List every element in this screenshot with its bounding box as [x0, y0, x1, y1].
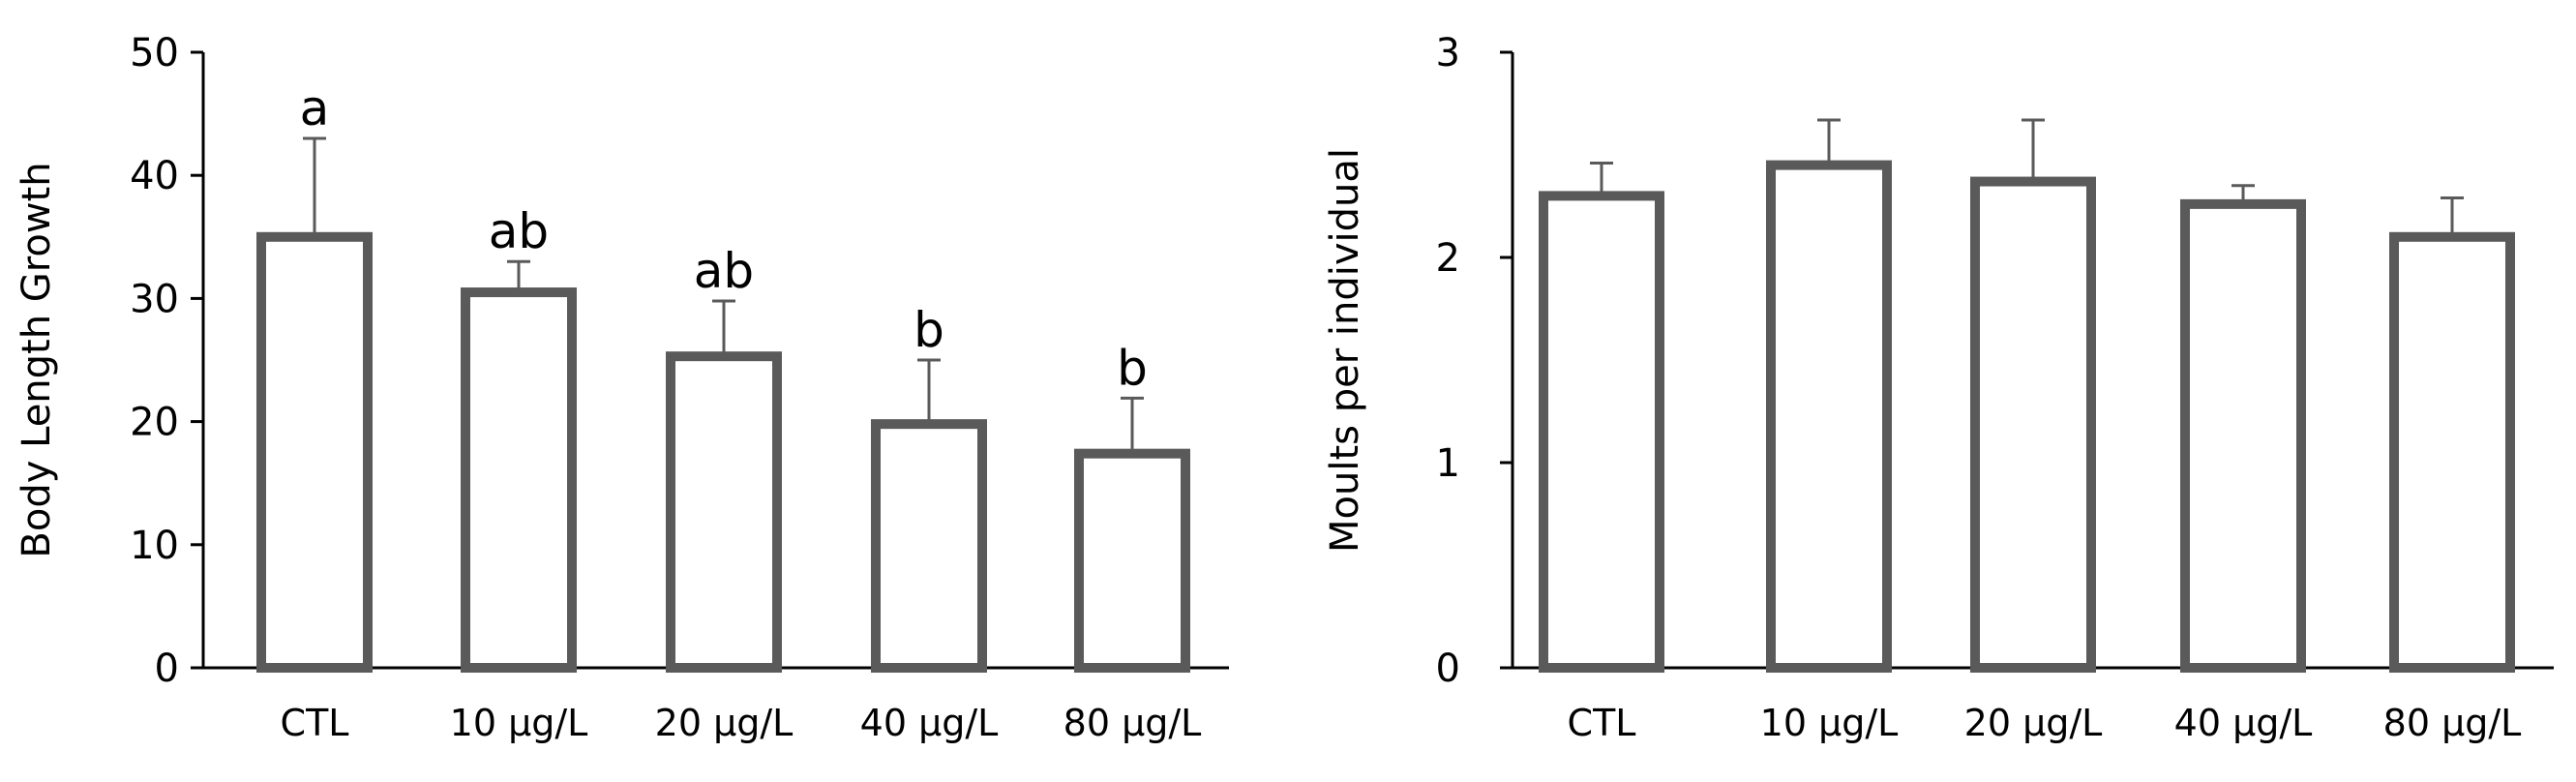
x-tick-label: 80 µg/L [1063, 702, 1202, 744]
y-tick-label: 50 [130, 31, 179, 75]
x-tick-label: 10 µg/L [450, 702, 588, 744]
x-tick-label: 40 µg/L [2174, 702, 2313, 744]
y-tick-label: 0 [155, 647, 179, 691]
x-tick-label: 10 µg/L [1760, 702, 1899, 744]
bar [1539, 191, 1664, 673]
y-tick-label: 10 [130, 524, 179, 568]
bar [461, 287, 577, 673]
significance-letter: ab [694, 243, 754, 299]
y-tick-label: 2 [1436, 236, 1460, 281]
x-tick-label: 40 µg/L [860, 702, 999, 744]
bar [2180, 198, 2306, 673]
bar [871, 419, 987, 674]
chart-body-length-growth: 0 10 20 30 40 50 Body Length Growth a CTL ab 10 µg… [15, 31, 1229, 744]
x-tick-label: CTL [1568, 702, 1636, 744]
y-tick-label: 20 [130, 401, 179, 445]
bar [1970, 176, 2096, 673]
y-tick-label: 40 [130, 154, 179, 198]
y-tick-label: 0 [1436, 647, 1460, 691]
significance-letter: ab [489, 203, 549, 259]
x-tick-label: 80 µg/L [2383, 702, 2522, 744]
bar [2389, 231, 2515, 674]
x-tick-label: 20 µg/L [1964, 702, 2103, 744]
significance-letter: a [300, 80, 330, 136]
significance-letter: b [1117, 340, 1148, 396]
bar [1766, 160, 1892, 674]
y-axis-label: Moults per individual [1323, 148, 1367, 553]
bar [1074, 448, 1190, 673]
bar [256, 231, 373, 674]
chart-moults-per-individual: 0 1 2 3 Moults per individual CTL 10 µg/L 20 µg… [1323, 31, 2554, 744]
y-axis-label: Body Length Growth [15, 162, 59, 557]
y-tick-label: 3 [1436, 31, 1460, 75]
significance-letter: b [914, 302, 944, 358]
y-tick-label: 30 [130, 277, 179, 321]
x-tick-label: CTL [281, 702, 349, 744]
x-tick-label: 20 µg/L [655, 702, 794, 744]
y-tick-label: 1 [1436, 441, 1460, 486]
bar [666, 351, 782, 673]
